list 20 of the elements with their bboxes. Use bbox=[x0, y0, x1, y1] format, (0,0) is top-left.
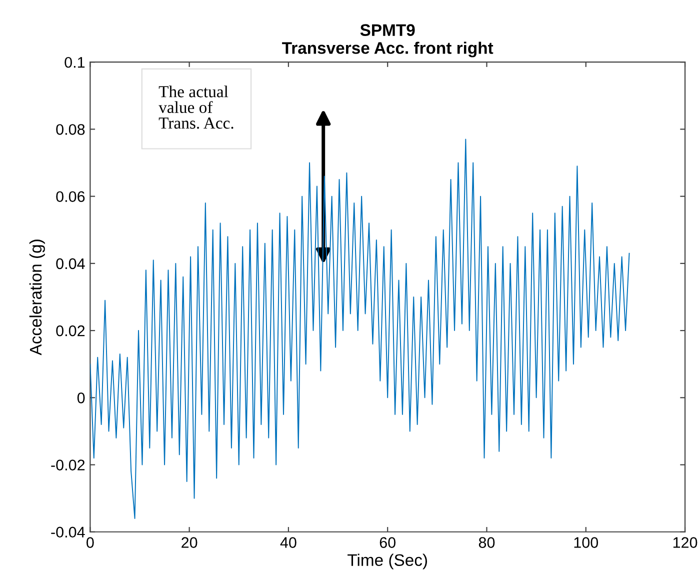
x-tick-label: 120 bbox=[673, 537, 698, 548]
chart-title: SPMT9 Transverse Acc. front right bbox=[282, 24, 494, 58]
y-tick-label: 0.1 bbox=[64, 56, 85, 68]
line-series bbox=[90, 138, 630, 519]
x-tick-label: 20 bbox=[182, 537, 198, 548]
y-tick-label: -0.02 bbox=[51, 460, 85, 470]
x-axis-title: Time (Sec) bbox=[348, 554, 427, 570]
y-tick-label: -0.04 bbox=[51, 526, 85, 538]
x-tick-label: 0 bbox=[86, 537, 94, 548]
x-tick-label: 100 bbox=[574, 537, 598, 548]
x-tick-label: 40 bbox=[280, 537, 296, 548]
y-tick-label: 0.08 bbox=[56, 124, 85, 135]
y-tick-label: 0.02 bbox=[56, 325, 85, 336]
y-tick-label: 0 bbox=[77, 392, 85, 404]
y-axis-title: Acceleration (g) bbox=[29, 240, 45, 356]
x-tick-label: 80 bbox=[478, 537, 495, 548]
y-tick-label: 0.06 bbox=[56, 191, 85, 202]
x-tick-label: 60 bbox=[380, 537, 396, 548]
annotation: The actual value of Trans. Acc. bbox=[158, 86, 234, 129]
y-tick-label: 0.04 bbox=[56, 258, 85, 270]
